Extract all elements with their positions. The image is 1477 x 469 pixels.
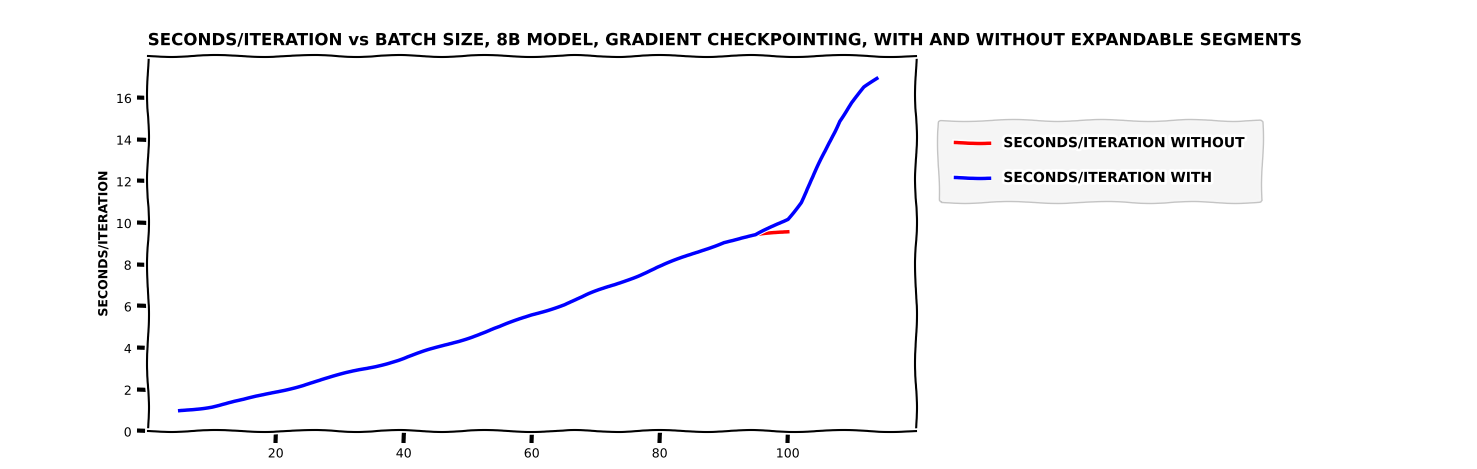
SECONDS/ITERATION WITH [490, 325, 508, 330]
SECONDS/ITERATION WITHOUT [363, 364, 381, 370]
SECONDS/ITERATION WITH [586, 289, 604, 295]
SECONDS/ITERATION WITH [868, 76, 886, 82]
SECONDS/ITERATION WITHOUT [523, 312, 541, 318]
SECONDS/ITERATION WITH [363, 364, 381, 370]
SECONDS/ITERATION WITH [817, 147, 835, 153]
SECONDS/ITERATION WITH [523, 312, 541, 318]
SECONDS/ITERATION WITH [855, 85, 873, 91]
SECONDS/ITERATION WITH [830, 118, 848, 124]
SECONDS/ITERATION WITH [778, 216, 796, 222]
Y-axis label: SECONDS/ITERATION: SECONDS/ITERATION [97, 171, 111, 317]
SECONDS/ITERATION WITH [805, 174, 823, 180]
SECONDS/ITERATION WITH [298, 381, 316, 386]
SECONDS/ITERATION WITH [394, 356, 412, 361]
SECONDS/ITERATION WITH [619, 277, 637, 282]
SECONDS/ITERATION WITH [651, 264, 669, 270]
SECONDS/ITERATION WITH [747, 233, 765, 238]
SECONDS/ITERATION WITHOUT [331, 372, 349, 378]
Line: SECONDS/ITERATION WITH: SECONDS/ITERATION WITH [180, 79, 877, 411]
SECONDS/ITERATION WITH [235, 397, 253, 403]
SECONDS/ITERATION WITHOUT [171, 408, 189, 414]
SECONDS/ITERATION WITH [171, 408, 189, 414]
SECONDS/ITERATION WITHOUT [715, 239, 733, 245]
SECONDS/ITERATION WITHOUT [747, 233, 765, 238]
SECONDS/ITERATION WITH [459, 335, 477, 340]
SECONDS/ITERATION WITH [267, 389, 285, 395]
SECONDS/ITERATION WITHOUT [490, 325, 508, 330]
Legend: SECONDS/ITERATION WITHOUT, SECONDS/ITERATION WITH: SECONDS/ITERATION WITHOUT, SECONDS/ITERA… [938, 120, 1261, 202]
SECONDS/ITERATION WITH [843, 99, 861, 105]
SECONDS/ITERATION WITHOUT [427, 345, 445, 351]
SECONDS/ITERATION WITHOUT [459, 335, 477, 340]
SECONDS/ITERATION WITHOUT [394, 356, 412, 361]
SECONDS/ITERATION WITH [715, 239, 733, 245]
SECONDS/ITERATION WITH [682, 251, 700, 257]
SECONDS/ITERATION WITH [331, 372, 349, 378]
SECONDS/ITERATION WITHOUT [651, 264, 669, 270]
SECONDS/ITERATION WITHOUT [235, 397, 253, 403]
SECONDS/ITERATION WITH [427, 345, 445, 351]
SECONDS/ITERATION WITH [792, 199, 809, 205]
SECONDS/ITERATION WITH [555, 302, 573, 307]
Line: SECONDS/ITERATION WITHOUT: SECONDS/ITERATION WITHOUT [180, 231, 787, 411]
SECONDS/ITERATION WITHOUT [298, 381, 316, 386]
SECONDS/ITERATION WITHOUT [778, 228, 796, 234]
SECONDS/ITERATION WITH [202, 404, 220, 409]
SECONDS/ITERATION WITHOUT [619, 277, 637, 282]
SECONDS/ITERATION WITHOUT [586, 289, 604, 295]
SECONDS/ITERATION WITHOUT [682, 251, 700, 257]
SECONDS/ITERATION WITHOUT [555, 302, 573, 307]
SECONDS/ITERATION WITHOUT [267, 389, 285, 395]
SECONDS/ITERATION WITHOUT [202, 404, 220, 409]
Text: SECONDS/ITERATION vs BATCH SIZE, 8B MODEL, GRADIENT CHECKPOINTING, WITH AND WITH: SECONDS/ITERATION vs BATCH SIZE, 8B MODE… [148, 31, 1300, 49]
